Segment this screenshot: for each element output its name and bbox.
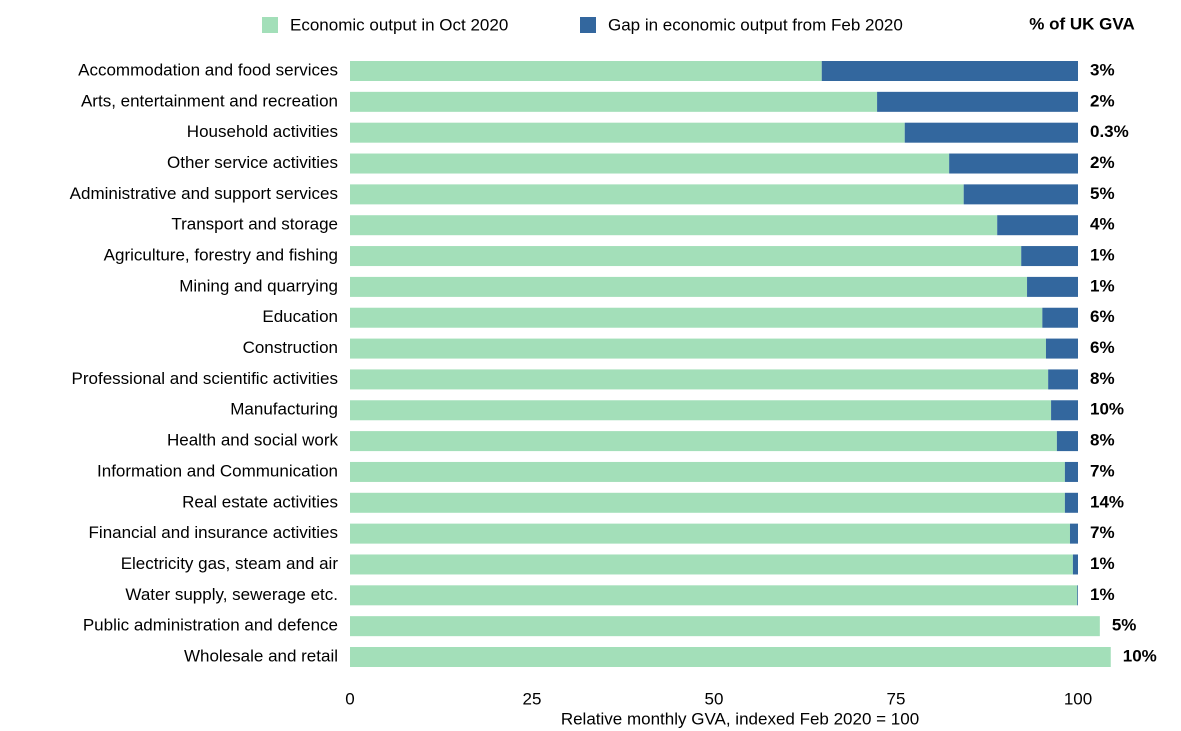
bar-segment [350,276,1028,297]
gva-label: 6% [1090,307,1115,326]
gva-label: 0.3% [1090,122,1129,141]
y-tick-label: Transport and storage [171,215,338,234]
bar-segment [350,492,1065,513]
y-tick-label: Agriculture, forestry and fishing [104,246,338,265]
bar-segment [350,523,1070,544]
x-tick-label: 25 [523,689,542,708]
y-tick-label: Public administration and defence [83,616,338,635]
bar-segment [1077,585,1078,606]
bar-segment [350,153,950,174]
x-tick-label: 0 [345,689,354,708]
y-tick-label: Administrative and support services [70,184,338,203]
gva-label: 3% [1090,60,1115,79]
y-tick-label: Manufacturing [230,400,338,419]
y-tick-label: Professional and scientific activities [72,369,338,388]
bar-segment [350,616,1100,637]
y-tick-label: Construction [243,338,338,357]
bar-segment [350,554,1073,575]
bar-segment [1064,461,1078,482]
x-axis-label: Relative monthly GVA, indexed Feb 2020 =… [561,709,919,728]
y-tick-label: Wholesale and retail [184,646,338,665]
y-tick-label: Financial and insurance activities [89,523,338,542]
gva-label: 5% [1090,184,1115,203]
y-tick-label: Mining and quarrying [179,276,338,295]
bar-segment [1021,246,1078,267]
bar-segment [1056,431,1078,452]
gva-label: 4% [1090,215,1115,234]
gva-label: 7% [1090,523,1115,542]
gva-label: 10% [1090,400,1124,419]
legend-label: Gap in economic output from Feb 2020 [608,15,903,34]
legend-swatch [262,17,278,33]
bar-segment [350,246,1022,267]
y-tick-label: Information and Communication [97,461,338,480]
bar-segment [1045,338,1078,359]
bar-segment [877,91,1078,112]
bar-segment [1042,307,1078,328]
bar-segment [350,585,1078,606]
bar-segment [1048,369,1078,390]
gva-label: 1% [1090,554,1115,573]
legend-label: Economic output in Oct 2020 [290,15,508,34]
gva-label: 6% [1090,338,1115,357]
y-tick-label: Household activities [187,122,338,141]
y-tick-label: Arts, entertainment and recreation [81,91,338,110]
bar-segment [1027,276,1078,297]
bar-segment [350,61,822,81]
x-tick-label: 100 [1064,689,1092,708]
gva-label: 7% [1090,461,1115,480]
x-tick-label: 50 [705,689,724,708]
gva-label: 8% [1090,431,1115,450]
bar-segment [963,184,1078,205]
y-tick-label: Water supply, sewerage etc. [125,585,338,604]
bar-segment [949,153,1078,174]
bar-segment [350,122,905,143]
bar-segment [904,122,1078,143]
bar-segment [1072,554,1078,575]
gva-label: 1% [1090,276,1115,295]
bar-segment [350,215,998,236]
bar-segment [821,61,1078,81]
bar-segment [1069,523,1078,544]
legend-swatch [580,17,596,33]
bar-segment [997,215,1078,236]
bar-segment [350,461,1065,482]
gva-label: 1% [1090,585,1115,604]
gva-label: 2% [1090,153,1115,172]
y-tick-label: Health and social work [167,431,339,450]
y-tick-label: Other service activities [167,153,338,172]
gva-label: 14% [1090,492,1124,511]
y-tick-label: Accommodation and food services [78,60,338,79]
bar-segment [350,307,1043,328]
annotation-header: % of UK GVA [1029,14,1134,33]
y-tick-label: Electricity gas, steam and air [121,554,339,573]
gva-label: 2% [1090,91,1115,110]
y-tick-label: Real estate activities [182,492,338,511]
bar-segment [350,431,1057,452]
bar-segment [350,338,1046,359]
gva-label: 8% [1090,369,1115,388]
x-tick-label: 75 [887,689,906,708]
bar-segment [1064,492,1078,513]
bar-segment [350,647,1111,667]
bar-segment [350,369,1049,390]
bar-segment [350,400,1052,421]
gva-label: 1% [1090,246,1115,265]
bar-segment [350,184,964,205]
gva-label: 10% [1123,646,1157,665]
bar-segment [1051,400,1078,421]
bar-segment [350,91,878,112]
gva-label: 5% [1112,616,1137,635]
y-tick-label: Education [262,307,338,326]
